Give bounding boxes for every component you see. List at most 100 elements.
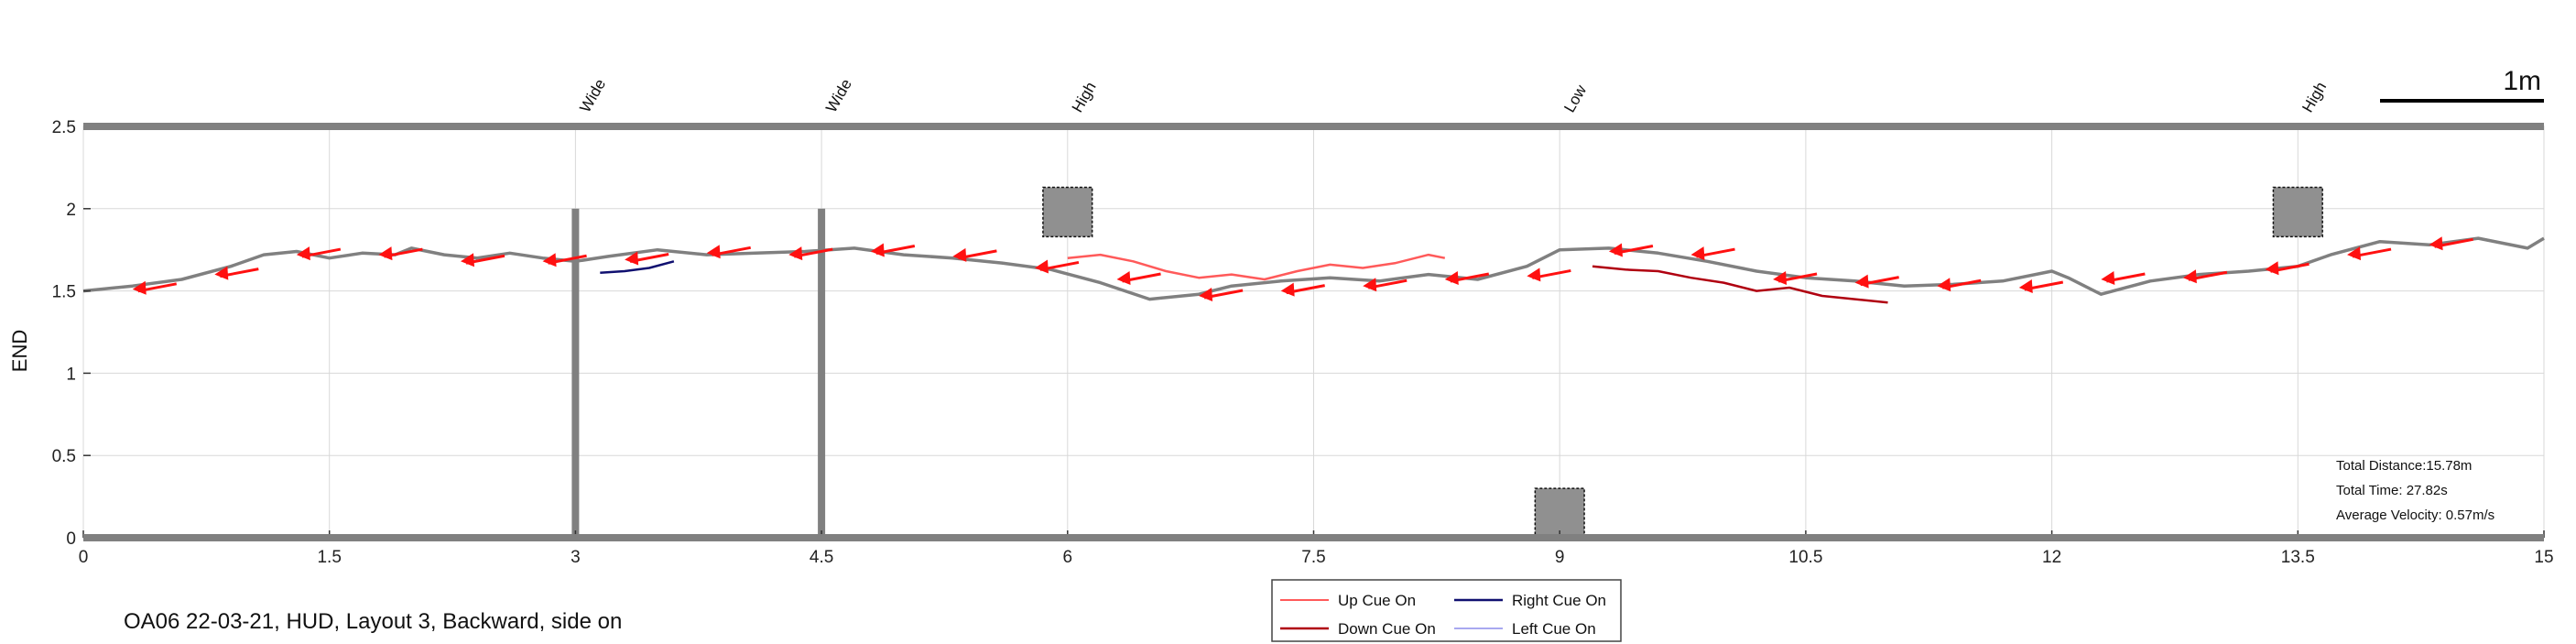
series-line-up-cue-on <box>1067 253 1446 281</box>
heading-arrow <box>2347 246 2392 261</box>
y-tick-label: 1 <box>66 365 76 384</box>
heading-arrow <box>296 246 342 261</box>
heading-arrow <box>2182 269 2228 284</box>
obstacle-label: High <box>1069 79 1100 115</box>
obstacle-box <box>2272 186 2323 238</box>
legend-label-down-cue: Down Cue On <box>1338 620 1436 638</box>
obstacle-label: Wide <box>822 76 855 115</box>
obstacle-label: Wide <box>576 76 609 115</box>
heading-arrow <box>1937 278 1982 292</box>
obstacle-pole <box>818 208 826 539</box>
heading-arrow <box>378 246 423 261</box>
heading-arrow <box>1854 274 1899 289</box>
heading-arrow-head <box>1854 274 1869 289</box>
heading-arrow-head <box>1773 271 1788 286</box>
x-tick-label: 9 <box>1555 548 1565 567</box>
heading-arrow <box>2101 271 2146 286</box>
heading-arrow <box>1608 243 1654 257</box>
x-tick-label: 7.5 <box>1301 548 1325 567</box>
heading-arrow-head <box>1280 282 1295 297</box>
heading-arrow-head <box>2347 246 2362 261</box>
heading-arrow-head <box>2265 261 2279 276</box>
heading-arrow-head <box>1363 278 1377 292</box>
heading-arrow <box>1690 246 1735 261</box>
y-tick-label: 2 <box>66 201 76 220</box>
heading-arrow-head <box>1690 246 1705 261</box>
stats-box: Total Distance:15.78m Total Time: 27.82s… <box>2336 458 2494 523</box>
heading-arrow <box>1444 271 1490 286</box>
legend-box <box>1271 579 1622 642</box>
arrow-layer <box>132 236 2473 301</box>
obstacle-box <box>1534 487 1585 539</box>
series-layer <box>82 236 2545 304</box>
x-tick-label: 0 <box>79 548 89 567</box>
x-tick-label: 4.5 <box>810 548 833 567</box>
obstacle-label: Low <box>1560 82 1590 115</box>
legend-label-left-cue: Left Cue On <box>1512 620 1596 638</box>
heading-arrow-head <box>2101 271 2115 286</box>
heading-arrow-head <box>1527 267 1541 282</box>
obstacle-pole <box>571 208 580 539</box>
heading-arrow <box>1034 259 1080 274</box>
legend: Up Cue On Right Cue On Down Cue On Left … <box>1271 579 1622 642</box>
heading-arrow <box>788 246 833 261</box>
heading-arrow <box>1363 278 1408 292</box>
obstacle-label: High <box>2299 79 2330 115</box>
heading-arrow-head <box>1937 278 1951 292</box>
heading-arrow-head <box>2018 279 2033 294</box>
stat-total-time: Total Time: 27.82s <box>2336 483 2448 498</box>
heading-arrow-head <box>1199 287 1213 301</box>
heading-arrow-head <box>214 266 229 280</box>
x-tick-label: 3 <box>571 548 581 567</box>
stat-average-velocity: Average Velocity: 0.57m/s <box>2336 508 2494 523</box>
x-tick-label: 6 <box>1063 548 1073 567</box>
heading-arrow-head <box>788 246 803 261</box>
chart-caption: OA06 22-03-21, HUD, Layout 3, Backward, … <box>124 609 622 634</box>
axis-layer: 0 1.5 3 4.5 6 7.5 9 10.5 12 13.5 15 0 0.5 1 1.5 2 2.5 <box>52 118 2554 567</box>
series-line-down-cue-on <box>1592 265 1888 304</box>
heading-arrow-head <box>378 246 393 261</box>
heading-arrow <box>1280 282 1325 297</box>
heading-arrow <box>2429 236 2473 251</box>
x-tick-label: 1.5 <box>317 548 341 567</box>
heading-arrow <box>1116 271 1161 286</box>
series-line-path <box>82 236 2545 301</box>
x-tick-label: 13.5 <box>2281 548 2315 567</box>
heading-arrow <box>542 253 587 267</box>
scale-bar-label: 1m <box>2503 66 2541 96</box>
y-tick-label: 2.5 <box>52 118 76 137</box>
x-tick-label: 10.5 <box>1788 548 1822 567</box>
scale-bar: 1m <box>2380 66 2544 103</box>
heading-arrow-head <box>2182 269 2197 284</box>
obstacle-layer: Wide Wide High Low High <box>571 76 2330 539</box>
heading-arrow <box>1527 267 1571 282</box>
heading-arrow <box>461 253 505 267</box>
heading-arrow <box>2018 279 2064 294</box>
legend-label-right-cue: Right Cue On <box>1512 592 1606 609</box>
obstacle-box <box>1042 186 1093 238</box>
heading-arrow-head <box>625 251 639 266</box>
heading-arrow <box>132 280 178 295</box>
heading-arrow-head <box>296 246 310 261</box>
heading-arrow <box>625 251 669 266</box>
heading-arrow-head <box>132 280 147 295</box>
heading-arrow <box>1773 271 1818 286</box>
heading-arrow <box>706 245 751 259</box>
heading-arrow <box>214 266 259 280</box>
x-tick-label: 15 <box>2534 548 2553 567</box>
stat-total-distance: Total Distance:15.78m <box>2336 458 2472 474</box>
heading-arrow-head <box>1608 243 1623 257</box>
heading-arrow-head <box>542 253 557 267</box>
y-tick-label: 0.5 <box>52 447 76 466</box>
heading-arrow-head <box>1444 271 1459 286</box>
x-tick-label: 12 <box>2042 548 2061 567</box>
y-tick-label: 0 <box>66 529 76 549</box>
heading-arrow-head <box>1116 271 1131 286</box>
heading-arrow <box>2265 261 2310 276</box>
heading-arrow-head <box>2429 236 2443 251</box>
y-axis-title: END <box>8 330 31 372</box>
heading-arrow-head <box>870 243 885 257</box>
heading-arrow <box>870 243 916 257</box>
heading-arrow-head <box>461 253 475 267</box>
